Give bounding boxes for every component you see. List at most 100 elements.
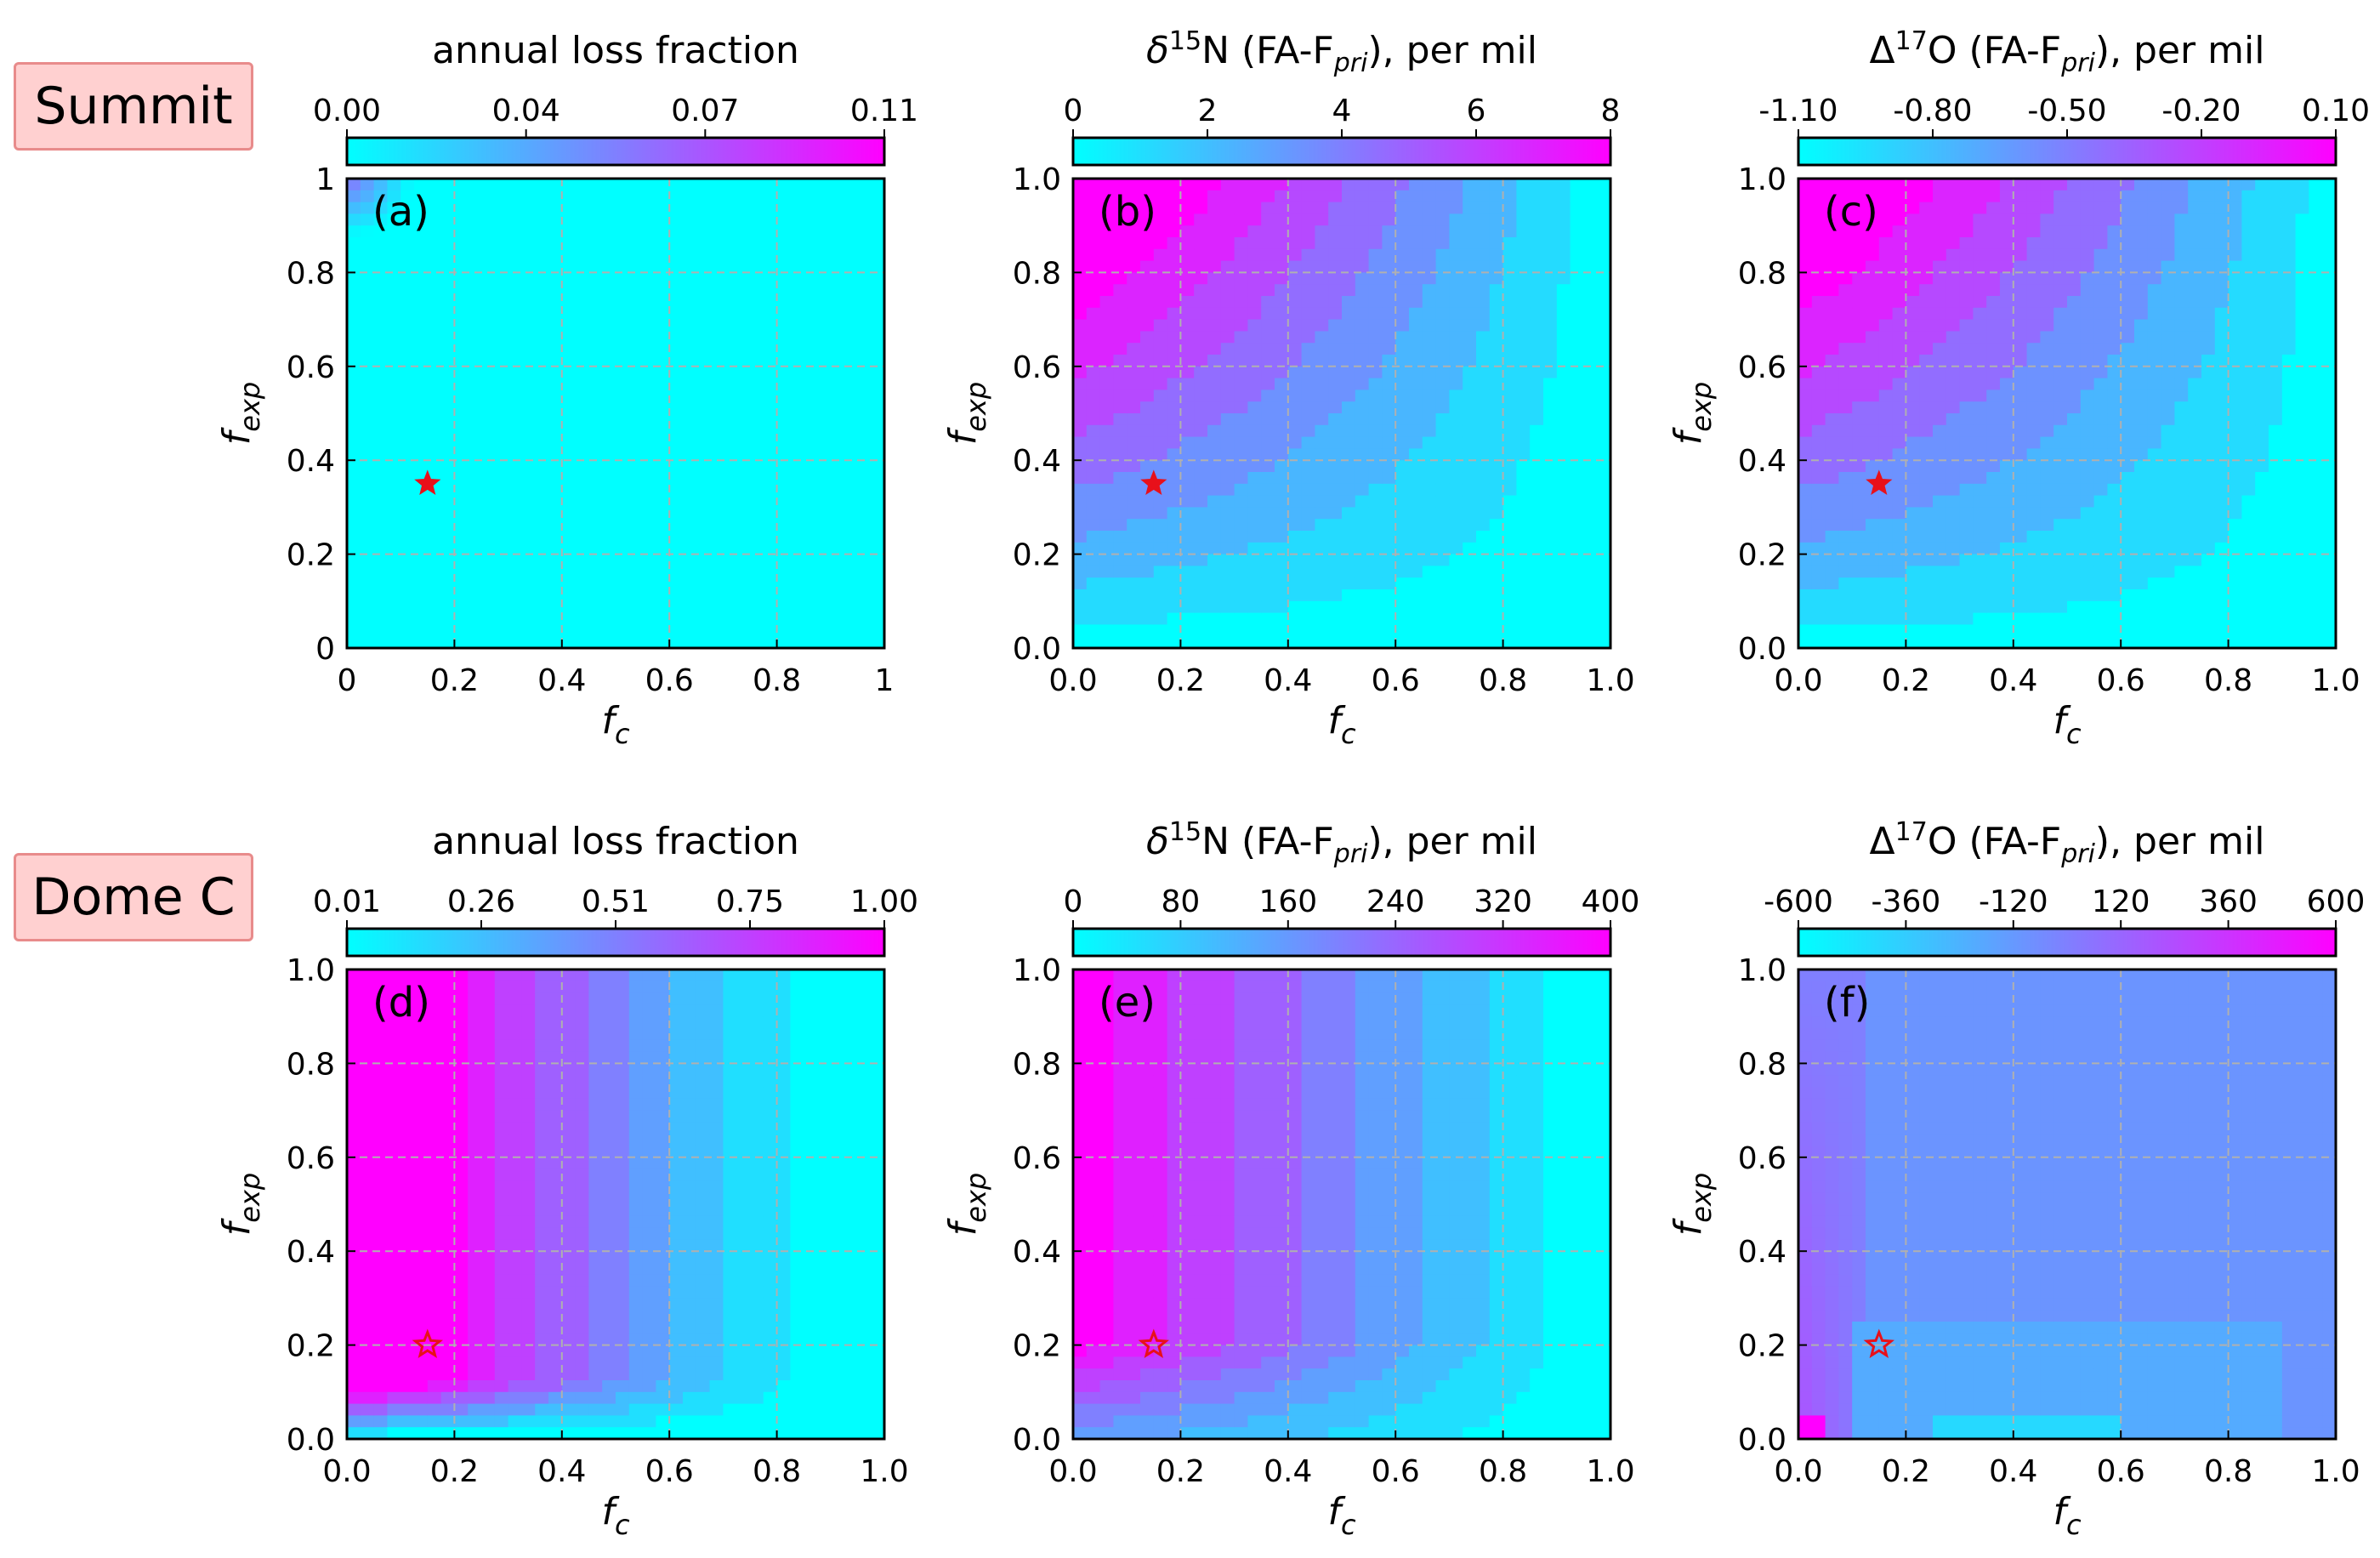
heatmap-cell [736, 272, 751, 285]
heatmap-cell [2201, 577, 2216, 590]
heatmap-cell [2121, 213, 2135, 226]
heatmap-cell [2295, 472, 2309, 485]
heatmap-cell [1207, 296, 1222, 309]
heatmap-cell [1825, 248, 1839, 262]
heatmap-cell [1328, 225, 1343, 238]
heatmap-cell [1073, 190, 1088, 203]
heatmap-cell [2080, 319, 2095, 332]
heatmap-cell [1099, 260, 1114, 273]
heatmap-cell [1342, 460, 1356, 473]
heatmap-cell [1315, 331, 1329, 344]
heatmap-cell [2053, 190, 2068, 203]
heatmap-cell [1435, 343, 1450, 355]
heatmap-cell [1207, 495, 1222, 508]
heatmap-cell [561, 472, 577, 485]
heatmap-cell [2040, 296, 2054, 309]
heatmap-cell [1342, 472, 1356, 485]
heatmap-cell [1476, 355, 1491, 367]
heatmap-cell [1463, 378, 1477, 390]
heatmap-cell [347, 1368, 361, 1381]
heatmap-cell [2322, 636, 2337, 649]
heatmap-cell [723, 495, 737, 508]
heatmap-cell [1892, 413, 1906, 426]
heatmap-cell [575, 424, 589, 438]
heatmap-cell [347, 1016, 361, 1029]
heatmap-cell [1798, 343, 1813, 355]
heatmap-cell [2214, 612, 2229, 625]
heatmap-cell [1220, 483, 1235, 497]
heatmap-cell [1382, 343, 1396, 355]
heatmap-cell [548, 390, 563, 402]
heatmap-cell [1261, 624, 1275, 637]
y-tick-label: 0.8 [1013, 256, 1061, 291]
heatmap-cell [2322, 225, 2337, 238]
heatmap-cell [1099, 378, 1114, 390]
heatmap-cell [1086, 343, 1101, 355]
heatmap-cell [1878, 531, 1894, 543]
heatmap-cell [1838, 636, 1853, 649]
heatmap-cell [1570, 554, 1584, 566]
heatmap-cell [642, 284, 656, 297]
heatmap-cell [508, 355, 522, 367]
heatmap-cell [1275, 589, 1289, 602]
heatmap-cell [2067, 307, 2082, 321]
heatmap-cell [830, 319, 845, 332]
heatmap-cell [535, 248, 549, 262]
heatmap-cell [2026, 331, 2041, 344]
heatmap-cell [1409, 495, 1423, 508]
heatmap-cell [1435, 612, 1450, 625]
heatmap-cell [709, 378, 724, 390]
heatmap-cell [1825, 401, 1839, 414]
heatmap-cell [696, 589, 711, 602]
heatmap-cell [2188, 589, 2202, 602]
heatmap-cell [561, 190, 577, 203]
heatmap-cell [2093, 566, 2108, 578]
heatmap-cell [2188, 424, 2202, 438]
heatmap-cell [400, 331, 415, 344]
heatmap-cell [1556, 179, 1571, 191]
heatmap-cell [1825, 343, 1839, 355]
heatmap-cell [1878, 331, 1894, 344]
heatmap-cell [790, 636, 804, 649]
heatmap-cell [763, 636, 778, 649]
heatmap-cell [709, 272, 724, 285]
heatmap-cell [347, 1180, 361, 1193]
heatmap-cell [1959, 366, 1974, 379]
heatmap-cell [723, 331, 737, 344]
heatmap-cell [2161, 248, 2175, 262]
heatmap-cell [2214, 507, 2229, 520]
heatmap-cell [1516, 355, 1531, 367]
heatmap-cell [1825, 566, 1839, 578]
heatmap-cell [1167, 542, 1181, 555]
heatmap-cell [857, 424, 872, 438]
heatmap-cell [669, 554, 684, 566]
heatmap-cell [1825, 507, 1839, 520]
heatmap-cell [2174, 237, 2189, 250]
heatmap-cell [763, 612, 778, 625]
heatmap-cell [1140, 378, 1155, 390]
heatmap-cell [830, 355, 845, 367]
heatmap-cell [2295, 519, 2309, 532]
heatmap-cell [440, 307, 455, 321]
heatmap-cell [1556, 355, 1571, 367]
heatmap-cell [1973, 248, 1987, 262]
heatmap-cell [830, 179, 845, 191]
heatmap-cell [535, 190, 549, 203]
heatmap-cell [1167, 202, 1181, 214]
heatmap-cell [387, 401, 401, 414]
heatmap-cell [628, 483, 644, 497]
heatmap-cell [1906, 577, 1920, 590]
heatmap-cell [2228, 248, 2242, 262]
heatmap-cell [1180, 472, 1195, 485]
heatmap-cell [2255, 483, 2269, 497]
heatmap-cell [763, 448, 778, 461]
colorbar-title: δ15N (FA-Fpri), per mil [1146, 26, 1537, 78]
heatmap-cell [2067, 401, 2082, 414]
heatmap-cell [2174, 636, 2189, 649]
heatmap-cell [1261, 179, 1275, 191]
heatmap-cell [1342, 554, 1356, 566]
heatmap-cell [763, 424, 778, 438]
heatmap-cell [871, 202, 885, 214]
heatmap-cell [2241, 495, 2256, 508]
heatmap-cell [454, 319, 469, 332]
